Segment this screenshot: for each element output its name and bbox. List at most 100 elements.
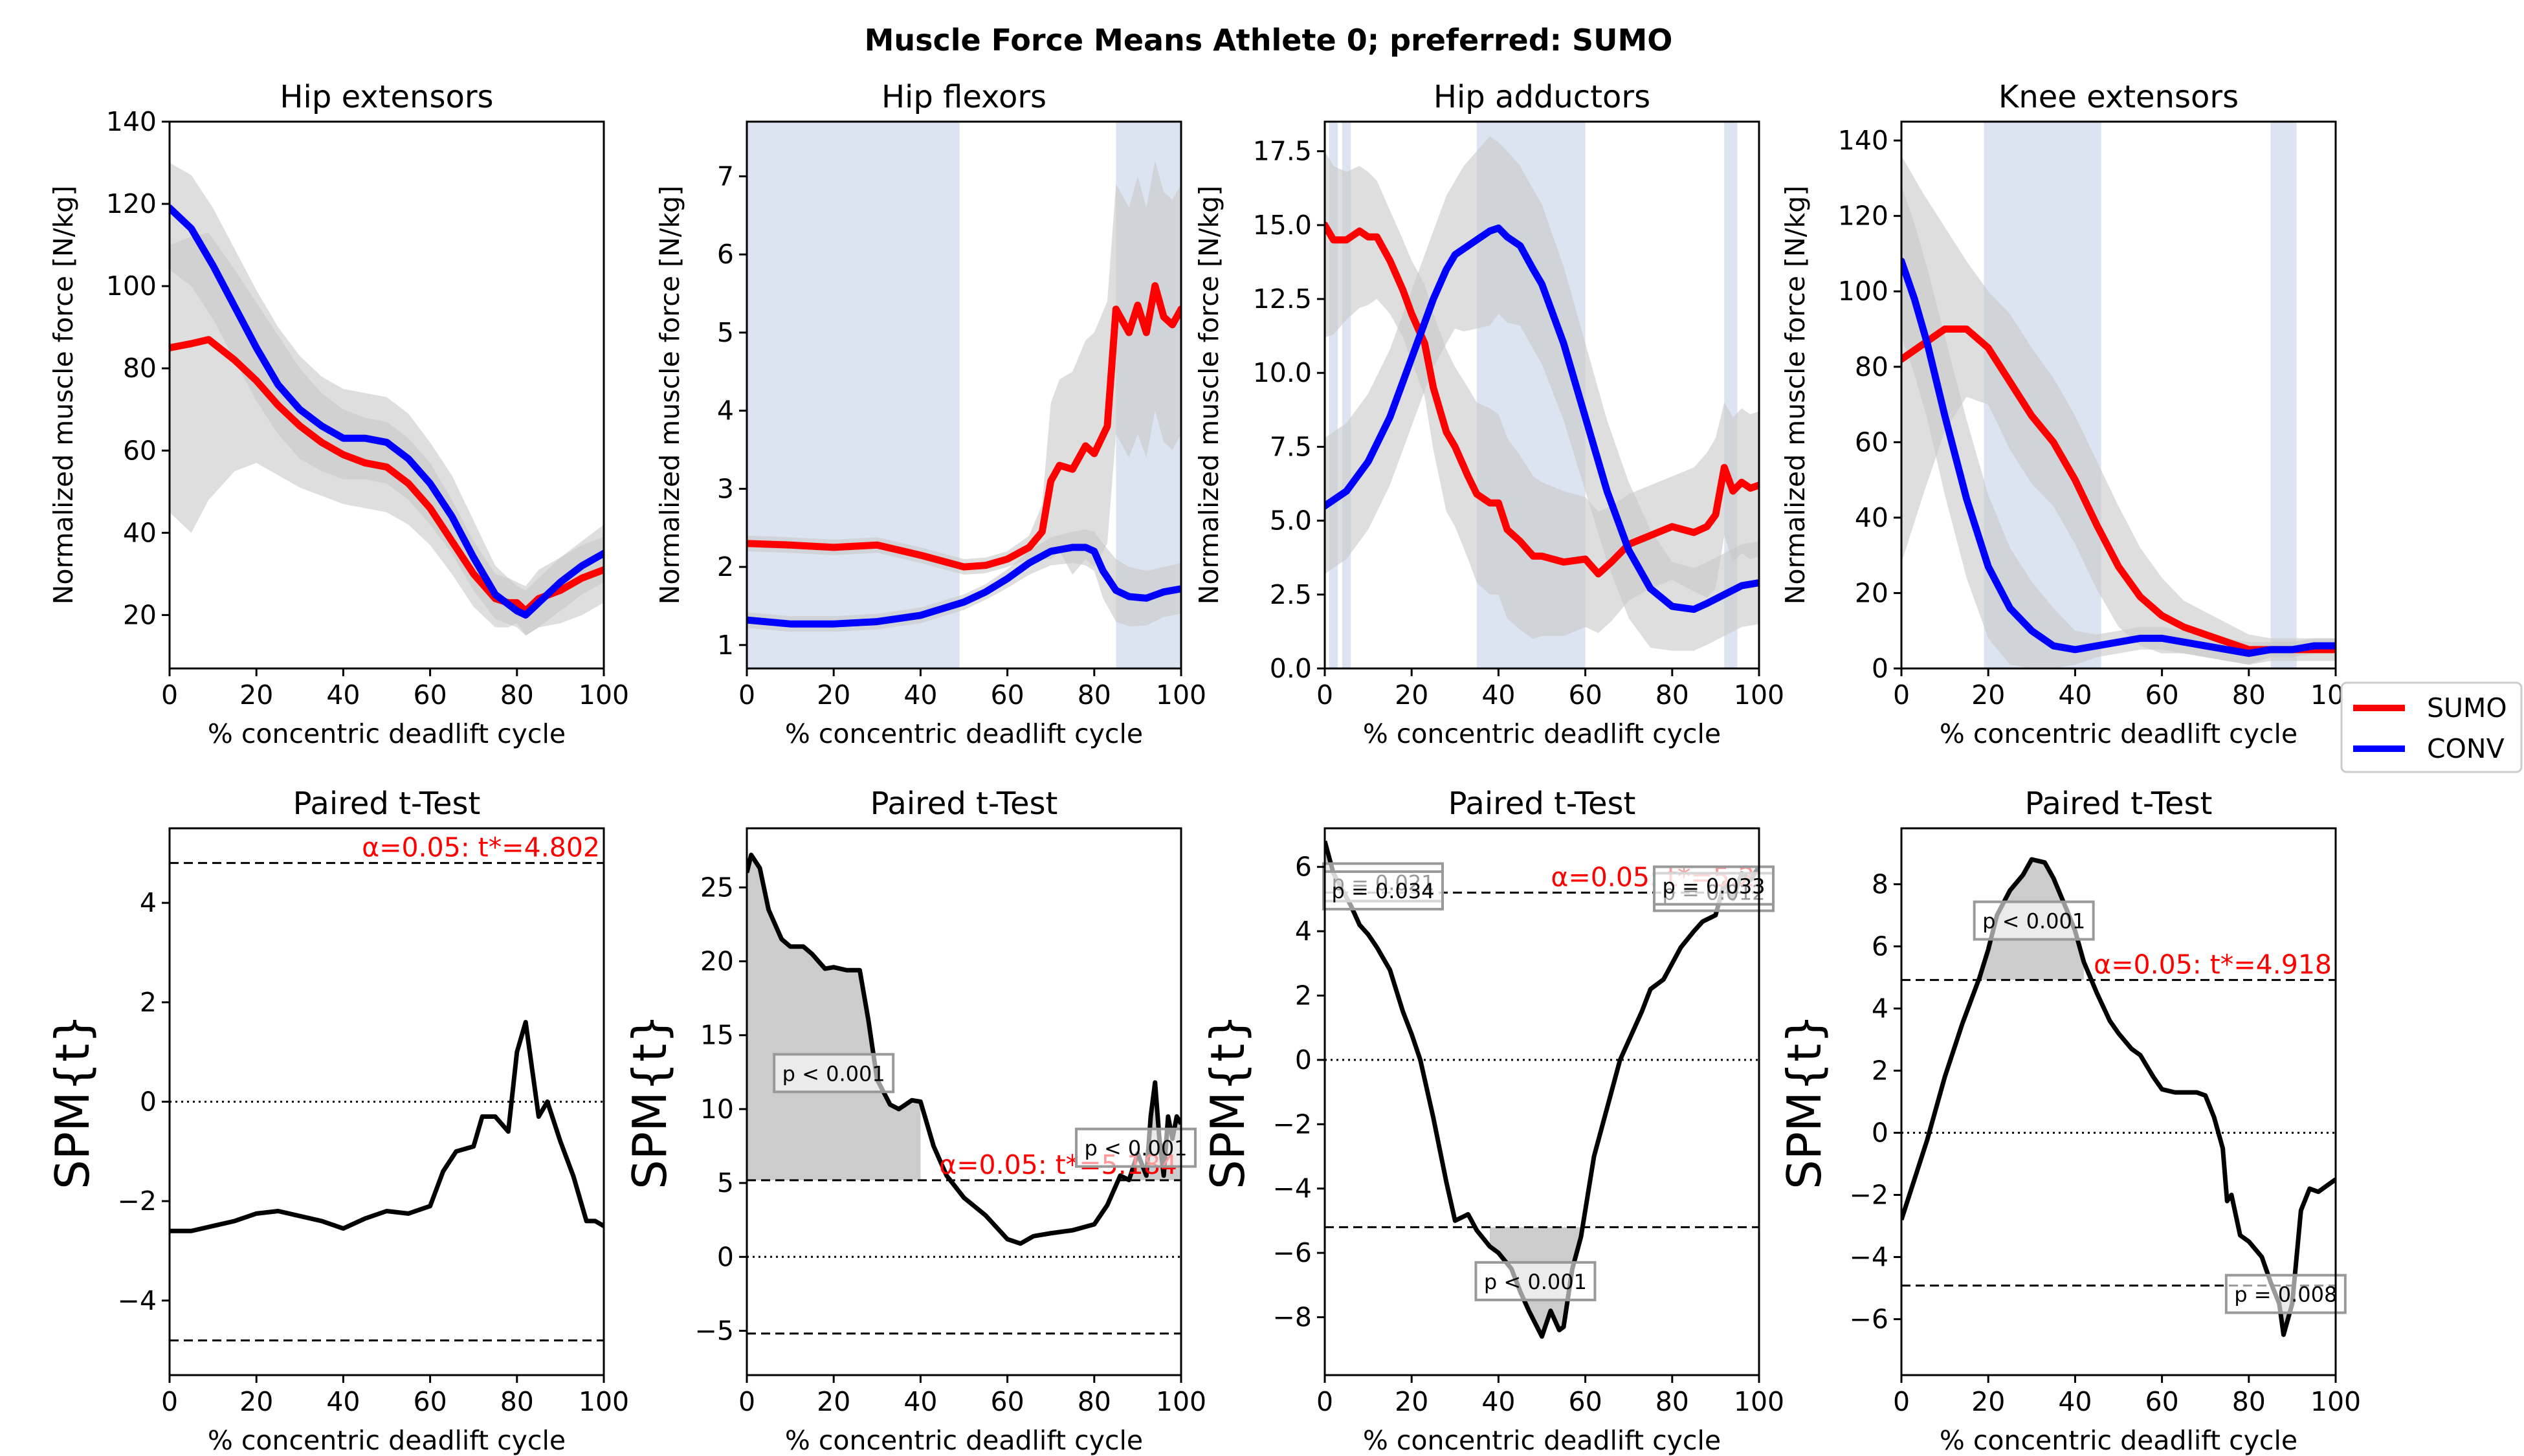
x-axis-label: % concentric deadlift cycle [1363, 718, 1721, 749]
x-tick-label: 100 [1156, 1386, 1206, 1417]
x-tick-label: 20 [1395, 679, 1428, 711]
panel-title: Knee extensors [1998, 79, 2239, 115]
panel-hip-extensors: 0 20 40 60 80 100 20 40 60 80 100 120 140 Hip extenso… [48, 79, 629, 749]
y-tick-label: 12.5 [1253, 283, 1312, 314]
y-tick-label: 10 [700, 1094, 734, 1125]
spm-curve [747, 852, 1181, 1246]
y-tick-label: 80 [1855, 351, 1888, 382]
cluster-pvalue-label: p < 0.001 [1982, 909, 2085, 934]
y-tick-label: 4 [1295, 916, 1312, 947]
cluster-pvalue-box-2: p < 0.001 [1474, 1261, 1597, 1301]
plot-area [170, 862, 604, 1341]
x-tick-label: 80 [500, 1386, 534, 1417]
axes-frame [168, 120, 605, 670]
cluster-pvalue-box-1: p = 0.034 [1322, 870, 1444, 910]
x-tick-label: 60 [414, 679, 447, 711]
cluster-pvalue-box-1: p < 0.001 [1075, 1127, 1197, 1168]
y-tick-label: 0 [1872, 1118, 1888, 1149]
panel-hip-adductors: 0 20 40 60 80 100 0.0 2.5 5.0 7.5 10.0 12.5 15.0 17.5… [1193, 79, 1784, 749]
y-tick-label: 120 [106, 188, 157, 219]
plot-area [170, 162, 604, 636]
y-tick-label: 60 [123, 435, 157, 466]
plot-area [1325, 122, 1759, 668]
y-tick-label: 2 [717, 551, 734, 582]
y-tick-label: 2.5 [1270, 579, 1312, 610]
y-tick-label: 1 [717, 630, 734, 661]
x-tick-label: 20 [239, 679, 273, 711]
y-tick-label: 6 [717, 239, 734, 270]
y-tick-label: 8 [1872, 868, 1888, 899]
x-axis-label: % concentric deadlift cycle [1363, 1425, 1721, 1456]
y-axis-label: Normalized muscle force [N/kg] [1780, 186, 1811, 605]
x-tick-label: 20 [1395, 1386, 1428, 1417]
y-tick-label: 5.0 [1270, 505, 1312, 536]
x-axis-label: % concentric deadlift cycle [785, 1425, 1143, 1456]
x-tick-label: 80 [500, 679, 534, 711]
axes-frame [746, 120, 1182, 670]
figure-title: Muscle Force Means Athlete 0; preferred:… [865, 23, 1673, 58]
sd-band-conv [170, 162, 604, 636]
y-tick-label: −2 [1850, 1180, 1888, 1211]
cluster-pvalue-label: p < 0.001 [782, 1061, 885, 1086]
x-tick-label: 20 [239, 1386, 273, 1417]
pvalue-box-frame [1474, 1261, 1597, 1301]
y-tick-label: −4 [118, 1285, 157, 1316]
x-tick-label: 0 [738, 1386, 755, 1417]
x-tick-label: 80 [2232, 1386, 2266, 1417]
y-tick-label: 40 [123, 517, 157, 548]
y-tick-label: 10.0 [1253, 357, 1312, 388]
threshold-label: α=0.05: t*=4.802 [362, 832, 600, 863]
x-tick-label: 40 [2058, 1386, 2092, 1417]
axes-frame [1323, 120, 1760, 670]
cluster-pvalue-box-0: p < 0.001 [1973, 900, 2095, 941]
y-axis-label: Normalized muscle force [N/kg] [48, 186, 79, 605]
y-axis-label: Normalized muscle force [N/kg] [654, 186, 685, 605]
cluster-pvalue-label: p = 0.034 [1331, 879, 1434, 903]
y-axis-label: Normalized muscle force [N/kg] [1193, 186, 1224, 605]
y-tick-label: 100 [1838, 276, 1888, 307]
x-tick-label: 80 [1078, 1386, 1111, 1417]
pvalue-box-frame [1075, 1127, 1197, 1168]
x-tick-label: 100 [1156, 679, 1206, 711]
panel-title: Hip flexors [881, 79, 1046, 115]
panel-title: Paired t-Test [870, 786, 1058, 822]
legend-label-conv: CONV [2427, 733, 2505, 764]
y-tick-label: 25 [700, 872, 734, 903]
cluster-pvalue-box-0: p < 0.001 [773, 1053, 895, 1094]
x-axis-label: % concentric deadlift cycle [208, 1425, 566, 1456]
cluster-pvalue-label: p < 0.001 [1084, 1136, 1187, 1161]
y-tick-label: −2 [1273, 1109, 1312, 1140]
y-tick-label: −4 [1273, 1173, 1312, 1204]
y-tick-label: 0 [1872, 653, 1888, 684]
y-tick-label: 0 [140, 1086, 157, 1118]
y-tick-label: −8 [1273, 1302, 1312, 1333]
x-tick-label: 20 [817, 679, 850, 711]
y-tick-label: 100 [106, 270, 157, 302]
axes-frame [1900, 827, 2337, 1376]
y-tick-label: 20 [123, 599, 157, 630]
x-tick-label: 40 [326, 1386, 360, 1417]
significance-span-1 [2270, 122, 2297, 668]
plot-area [747, 122, 1181, 668]
y-tick-label: 7 [717, 161, 734, 192]
panel-hip-flexors: 0 20 40 60 80 100 1 2 3 4 5 6 7 Hip flexors % concentr… [654, 79, 1206, 749]
x-tick-label: 100 [2310, 1386, 2361, 1417]
y-tick-label: −4 [1850, 1242, 1888, 1273]
y-tick-label: 4 [1872, 993, 1888, 1024]
pvalue-box-frame [1653, 865, 1775, 906]
axes-frame [1900, 120, 2337, 670]
x-tick-label: 60 [1569, 1386, 1602, 1417]
y-tick-label: 15 [700, 1020, 734, 1051]
x-tick-label: 80 [1655, 679, 1689, 711]
panel-spm-hip-extensors: α=0.05: t*=4.802 0 20 40 60 80 100 −4 −2 0 2 4 Paire… [45, 786, 629, 1456]
x-tick-label: 40 [903, 1386, 937, 1417]
spm-curve [1325, 840, 1759, 1339]
legend: SUMO CONV [2340, 681, 2523, 773]
y-tick-label: 17.5 [1253, 136, 1312, 167]
x-tick-label: 60 [2145, 1386, 2179, 1417]
x-tick-label: 60 [2145, 679, 2179, 711]
threshold-label: α=0.05: t*=4.918 [2094, 949, 2332, 980]
x-tick-label: 80 [1078, 679, 1111, 711]
x-tick-label: 20 [1971, 1386, 2005, 1417]
axes-frame [746, 827, 1182, 1376]
